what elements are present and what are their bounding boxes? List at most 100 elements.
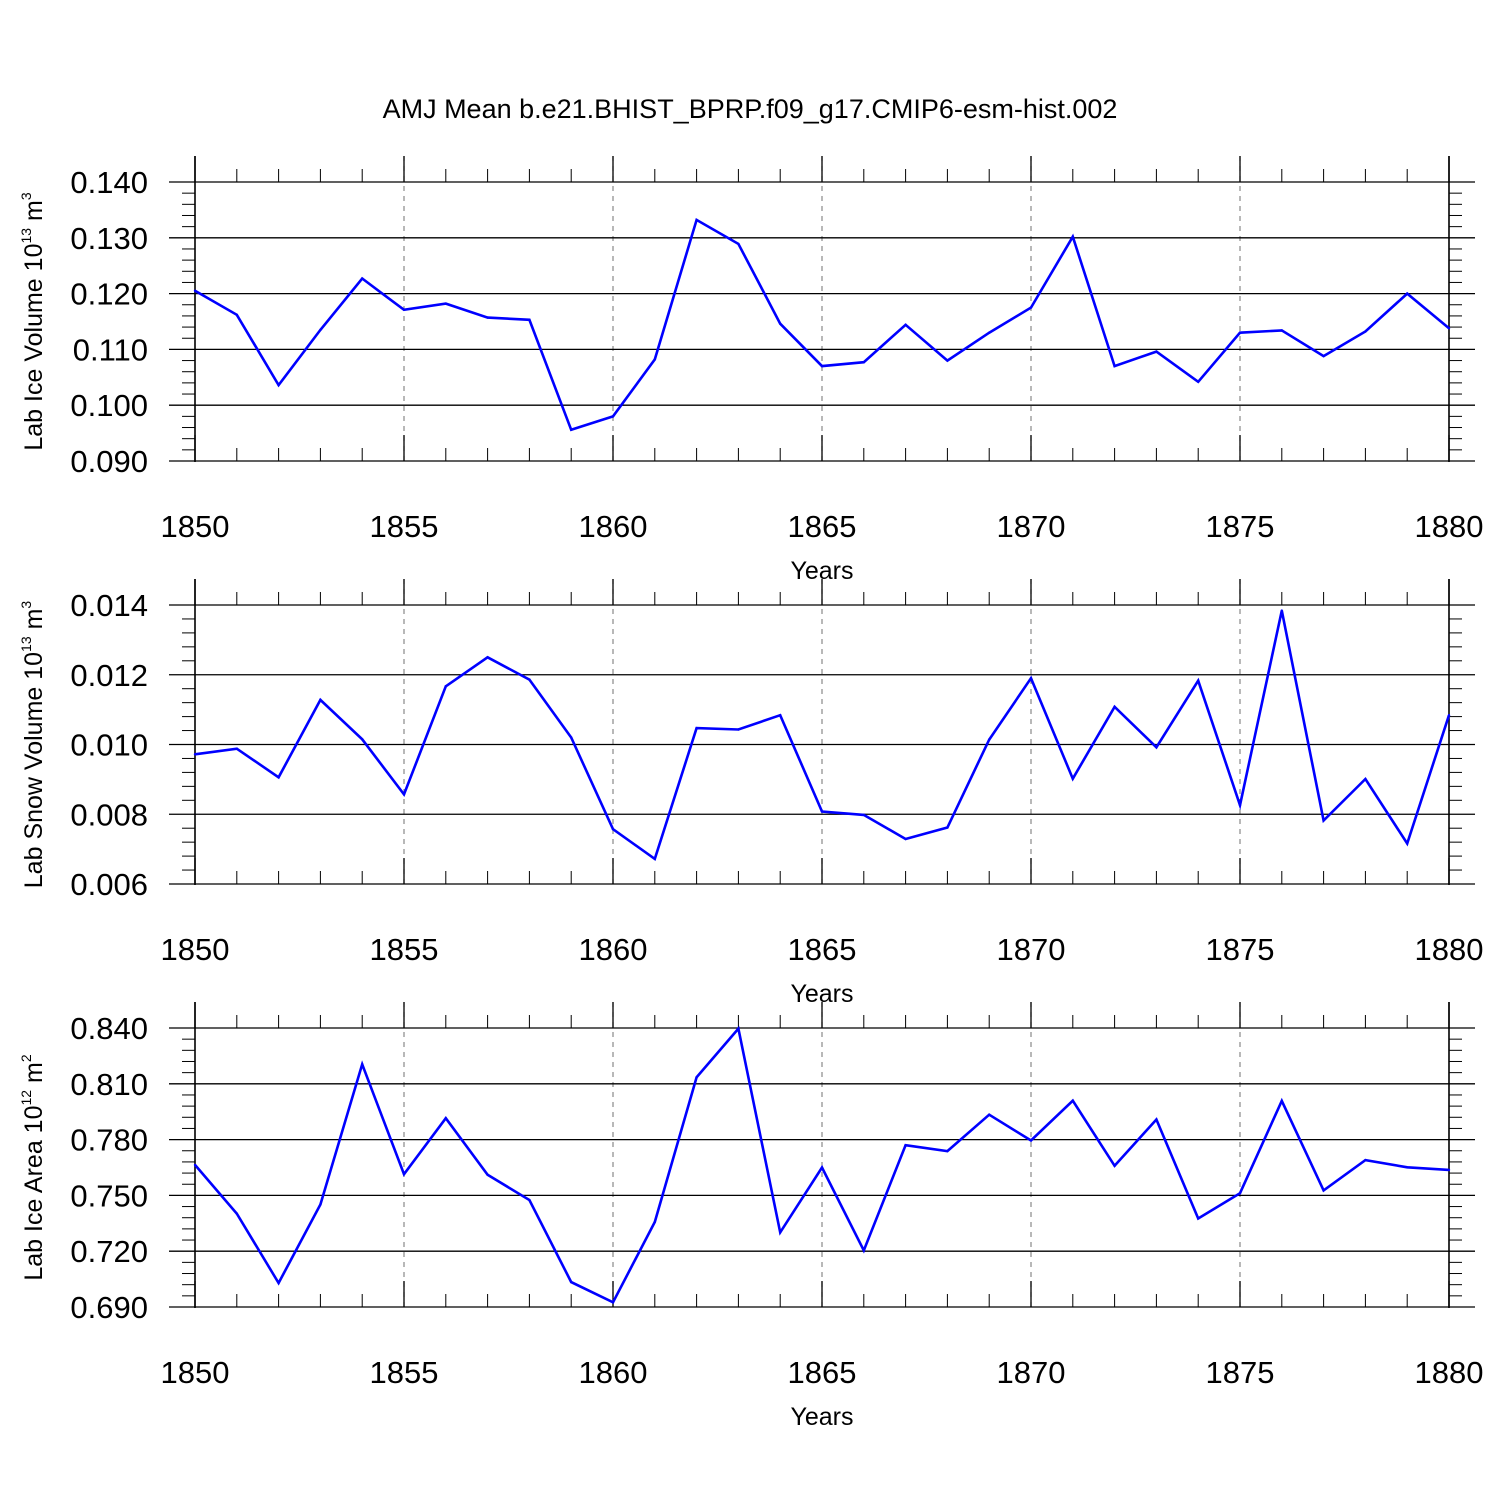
data-point [1364,1158,1367,1162]
y-axis-label-text: Lab Ice Volume 10 [20,244,48,451]
y-tick-label: 0.810 [70,1067,148,1102]
data-point [1447,714,1451,717]
data-point [695,726,698,730]
data-point [946,826,949,829]
y-tick-label: 0.840 [70,1011,148,1046]
data-point [1322,1189,1325,1192]
x-tick-label: 1870 [997,1355,1066,1390]
y-axis-label-unit-exponent: 3 [18,192,34,200]
x-tick-label: 1875 [1206,1355,1275,1390]
y-axis-label-exponent: 13 [18,228,34,244]
data-point [277,1281,280,1285]
data-point [611,1301,615,1304]
data-point [235,747,238,750]
y-tick-label: 0.100 [70,388,148,423]
data-point [737,728,740,731]
data-point [570,1280,573,1284]
x-tick-label: 1850 [161,932,230,967]
data-point [1113,1164,1116,1168]
data-point [1029,1139,1033,1142]
data-point [1322,819,1325,822]
data-point [361,1063,364,1066]
data-point [319,328,322,332]
x-tick-label: 1865 [788,932,857,967]
data-point [737,1027,740,1030]
data-point [277,776,280,779]
data-point [570,428,573,431]
data-point [528,1198,531,1202]
y-tick-label: 0.750 [70,1178,148,1213]
data-point [1238,803,1242,807]
data-point [1029,677,1033,680]
data-point [486,316,489,319]
y-axis-label: Lab Ice Volume 1013 m3 [18,192,48,450]
data-point [946,359,949,362]
data-point [1029,306,1033,309]
y-tick-label: 0.014 [70,588,148,623]
data-point [402,1172,406,1176]
data-point [904,1143,907,1147]
x-tick-label: 1875 [1206,932,1275,967]
data-point [779,714,782,717]
data-point [1155,746,1158,749]
data-point [1113,364,1116,368]
data-point [1447,326,1451,330]
data-point [193,289,197,293]
data-point [862,1249,865,1252]
y-axis-label-exponent: 13 [18,636,34,652]
x-axis-label: Years [790,1403,853,1431]
data-point [1197,1217,1200,1220]
data-point [1280,329,1284,332]
data-point [946,1149,949,1153]
data-point [653,857,656,861]
data-point [402,793,406,796]
data-point [820,1166,824,1169]
data-series-line [194,1025,1450,1305]
data-point [319,1203,322,1206]
x-tick-label: 1855 [370,509,439,544]
data-point [1155,1118,1158,1121]
y-tick-label: 0.780 [70,1123,148,1158]
data-point [1406,842,1409,845]
data-point [319,698,322,702]
x-tick-label: 1855 [370,1355,439,1390]
data-point [904,323,907,327]
y-tick-label: 0.010 [70,728,148,763]
data-point [1406,1166,1409,1169]
data-point [1071,777,1075,780]
data-point [779,1231,782,1234]
data-point [1364,777,1367,781]
y-tick-label: 0.130 [70,221,148,256]
data-point [862,361,865,364]
data-point [695,1076,698,1079]
data-point [1113,705,1116,709]
data-point [1071,235,1075,238]
data-point [444,1117,447,1120]
y-axis-label: Lab Snow Volume 1013 m3 [18,601,48,889]
y-axis-label-unit-exponent: 2 [18,1054,34,1062]
y-axis-label-exponent: 12 [18,1090,34,1106]
y-tick-label: 0.012 [70,658,148,693]
y-tick-label: 0.120 [70,277,148,312]
x-tick-label: 1855 [370,932,439,967]
x-tick-label: 1860 [579,932,648,967]
y-axis-label-text: Lab Snow Volume 10 [20,652,48,888]
data-point [653,1220,656,1224]
x-tick-label: 1860 [579,509,648,544]
data-point [277,383,280,387]
data-point [611,415,615,418]
chart-panel-2: 0.006 0.008 0.010 0.012 0.014 1850 1855 1860 186… [18,579,1483,1008]
data-point [1280,609,1284,612]
data-point [1238,331,1242,334]
data-point [1447,1168,1451,1172]
data-point [486,656,489,659]
data-point [570,736,573,739]
data-point [779,322,782,325]
data-point [1197,679,1200,682]
data-point [988,738,991,741]
y-axis-label-unit: m [20,609,48,637]
data-point [820,810,824,813]
data-point [444,685,447,688]
data-point [1238,1191,1242,1195]
